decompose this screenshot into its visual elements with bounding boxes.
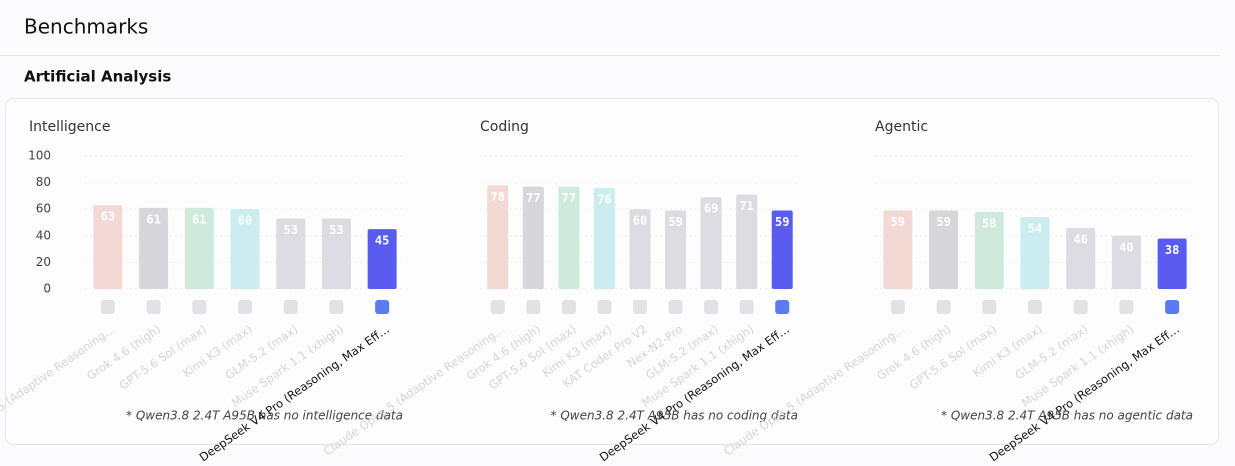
bar — [139, 207, 169, 289]
y-tick-label: 20 — [36, 255, 51, 269]
value-label: 59 — [668, 215, 682, 229]
y-tick-label: 40 — [36, 228, 51, 242]
bar — [230, 209, 260, 289]
model-icon — [490, 300, 505, 314]
value-label: 60 — [238, 214, 252, 228]
model-icon — [704, 300, 719, 314]
model-icon — [775, 300, 790, 314]
value-label: 76 — [597, 192, 611, 206]
section-title: Artificial Analysis — [24, 68, 171, 86]
value-label: 58 — [982, 216, 996, 230]
model-icon — [1028, 300, 1042, 314]
model-icon — [1119, 300, 1134, 314]
y-tick-label: 60 — [36, 202, 51, 216]
model-icon — [526, 300, 541, 314]
value-label: 61 — [146, 212, 160, 226]
value-label: 46 — [1073, 232, 1087, 246]
value-label: 69 — [704, 202, 718, 216]
value-label: 53 — [283, 223, 297, 237]
page-title: Benchmarks — [24, 15, 148, 39]
bar — [629, 209, 651, 289]
value-label: 63 — [101, 210, 115, 224]
bar — [1157, 238, 1187, 289]
bar — [184, 207, 214, 289]
chart-title: Agentic — [875, 119, 928, 135]
model-icon — [100, 300, 115, 314]
bar — [558, 186, 580, 289]
value-label: 77 — [526, 191, 540, 205]
model-icon — [146, 300, 161, 314]
value-label: 45 — [375, 234, 389, 248]
bar — [1066, 227, 1096, 289]
model-icon — [982, 300, 997, 314]
value-label: 78 — [491, 190, 505, 204]
model-icon — [936, 300, 951, 314]
bar — [665, 210, 687, 289]
bar — [974, 211, 1004, 289]
model-icon — [329, 300, 344, 314]
y-tick-label: 80 — [36, 175, 51, 189]
bar — [522, 186, 544, 289]
model-icon — [283, 300, 298, 314]
bar — [93, 205, 123, 289]
bar — [929, 210, 959, 289]
value-label: 71 — [739, 199, 753, 213]
model-icon — [192, 300, 207, 314]
bar — [276, 218, 306, 289]
model-icon — [561, 300, 576, 314]
chart-note: * Qwen3.8 2.4T A95B has no agentic data — [941, 409, 1193, 423]
model-icon — [238, 300, 252, 314]
value-label: 53 — [329, 223, 343, 237]
bar — [321, 218, 351, 289]
model-icon — [668, 300, 683, 314]
bar — [736, 194, 758, 289]
model-icon — [739, 300, 754, 314]
chart-title: Coding — [480, 119, 529, 135]
y-tick-label: 100 — [28, 149, 51, 163]
model-icon — [1165, 300, 1180, 314]
value-label: 38 — [1165, 243, 1179, 257]
y-tick-label: 0 — [43, 282, 51, 296]
value-label: 59 — [891, 215, 905, 229]
bar — [1020, 217, 1050, 289]
value-label: 61 — [192, 212, 206, 226]
chart-note: * Qwen3.8 2.4T A95B has no coding data — [551, 409, 798, 423]
model-icon — [890, 300, 905, 314]
bar — [1111, 235, 1141, 289]
bar — [487, 185, 509, 289]
bar — [367, 229, 397, 289]
chart-title: Intelligence — [29, 119, 110, 135]
bar — [593, 187, 615, 289]
value-label: 40 — [1119, 240, 1133, 254]
bar — [700, 197, 722, 289]
model-icon — [1073, 300, 1088, 314]
value-label: 77 — [562, 191, 576, 205]
value-label: 60 — [633, 214, 647, 228]
bar — [771, 210, 793, 289]
model-icon — [633, 300, 647, 314]
chart-note: * Qwen3.8 2.4T A95B has no intelligence … — [126, 409, 403, 423]
bar — [883, 210, 913, 289]
value-label: 59 — [936, 215, 950, 229]
model-icon — [597, 300, 612, 314]
value-label: 59 — [775, 215, 789, 229]
value-label: 54 — [1028, 222, 1042, 236]
model-icon — [375, 300, 390, 314]
